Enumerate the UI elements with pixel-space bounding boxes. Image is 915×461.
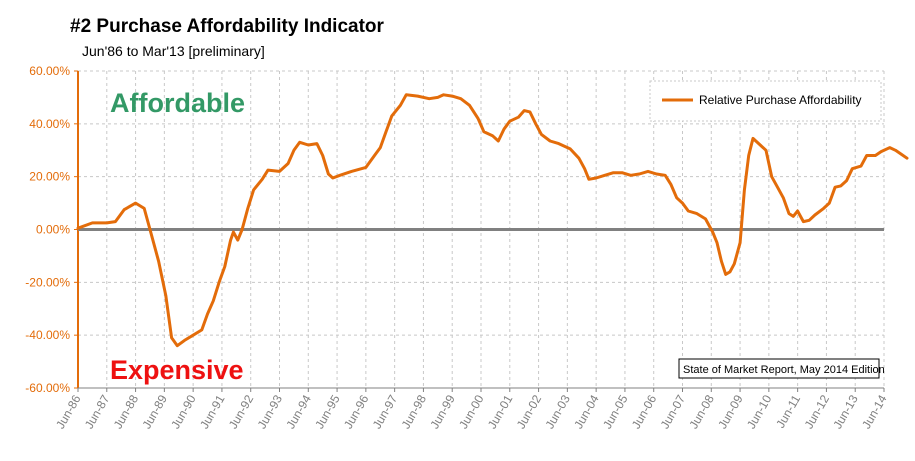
- y-tick-label: 60.00%: [29, 64, 70, 78]
- x-tick-label: Jun-87: [82, 392, 113, 431]
- x-tick-label: Jun-88: [111, 392, 142, 431]
- x-tick-label: Jun-99: [427, 392, 458, 431]
- y-tick-label: -20.00%: [25, 275, 70, 289]
- chart-title: #2 Purchase Affordability Indicator: [70, 16, 384, 37]
- chart-subtitle: Jun'86 to Mar'13 [preliminary]: [82, 43, 265, 59]
- y-tick-label: -60.00%: [25, 381, 70, 395]
- y-tick-label: 0.00%: [36, 223, 70, 237]
- y-tick-label: 40.00%: [29, 117, 70, 131]
- x-tick-label: Jun-97: [370, 392, 401, 431]
- x-tick-label: Jun-95: [312, 392, 343, 431]
- x-tick-label: Jun-98: [399, 392, 430, 431]
- x-tick-label: Jun-13: [830, 392, 861, 431]
- x-tick-label: Jun-92: [226, 392, 257, 431]
- x-tick-label: Jun-05: [600, 392, 631, 431]
- x-tick-label: Jun-89: [139, 392, 170, 431]
- x-tick-label: Jun-14: [859, 392, 890, 431]
- x-tick-label: Jun-04: [571, 392, 602, 431]
- y-tick-label: -40.00%: [25, 328, 70, 342]
- x-tick-label: Jun-10: [744, 392, 775, 431]
- annotation-affordable: Affordable: [110, 88, 245, 118]
- x-tick-label: Jun-94: [283, 392, 314, 431]
- x-tick-label: Jun-07: [658, 392, 689, 431]
- source-note: State of Market Report, May 2014 Edition: [678, 358, 885, 379]
- x-tick-label: Jun-08: [686, 392, 717, 431]
- x-tick-label: Jun-00: [456, 392, 487, 431]
- x-tick-label: Jun-93: [255, 392, 286, 431]
- legend: Relative Purchase Affordability: [649, 80, 882, 122]
- x-tick-label: Jun-96: [341, 392, 372, 431]
- x-axis-ticks: Jun-86Jun-87Jun-88Jun-89Jun-90Jun-91Jun-…: [53, 392, 890, 431]
- x-tick-label: Jun-01: [485, 392, 516, 431]
- x-tick-label: Jun-91: [197, 392, 228, 431]
- x-tick-label: Jun-06: [629, 392, 660, 431]
- x-tick-label: Jun-09: [715, 392, 746, 431]
- y-tick-label: 20.00%: [29, 170, 70, 184]
- x-tick-label: Jun-12: [802, 392, 833, 431]
- source-box: [678, 358, 880, 379]
- source-text: State of Market Report, May 2014 Edition: [683, 364, 885, 376]
- x-tick-label: Jun-86: [53, 392, 84, 431]
- legend-label: Relative Purchase Affordability: [699, 93, 862, 107]
- annotation-expensive: Expensive: [110, 355, 244, 385]
- x-tick-label: Jun-90: [168, 392, 199, 431]
- y-axis-ticks: 60.00% 40.00% 20.00% 0.00% -20.00% -40.00% -60…: [25, 64, 70, 395]
- x-tick-label: Jun-03: [542, 392, 573, 431]
- x-tick-label: Jun-02: [514, 392, 545, 431]
- x-tick-label: Jun-11: [773, 392, 803, 430]
- series-line-relative-purchase-affordability: [76, 93, 909, 348]
